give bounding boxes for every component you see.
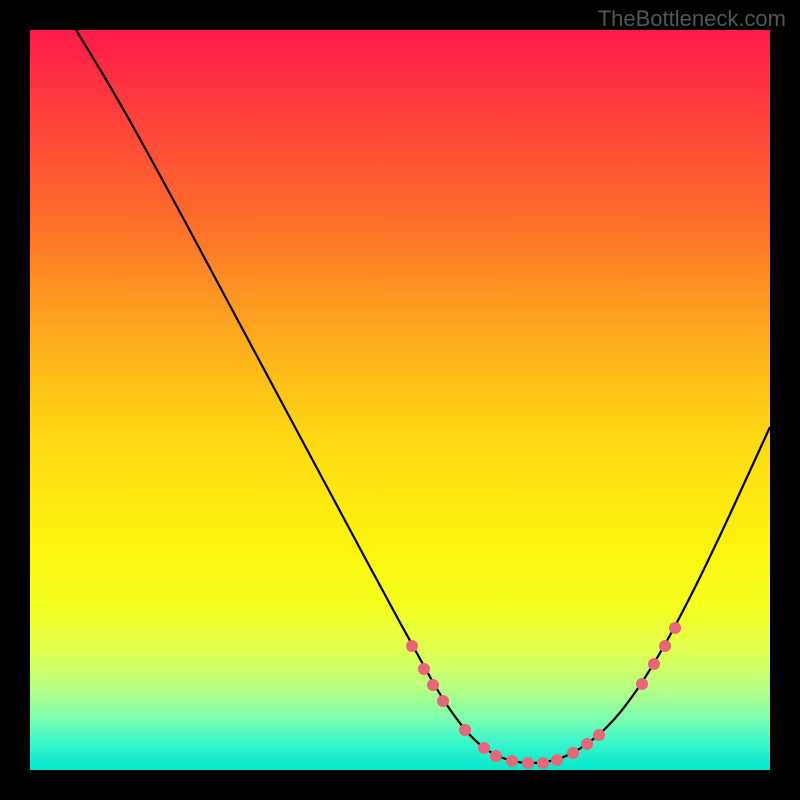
chart-container: TheBottleneck.com xyxy=(0,0,800,800)
chart-svg xyxy=(30,30,770,770)
data-marker xyxy=(581,738,593,750)
data-marker xyxy=(593,729,605,741)
data-marker xyxy=(659,640,671,652)
data-marker xyxy=(669,622,681,634)
data-marker xyxy=(437,695,449,707)
data-marker xyxy=(522,757,534,769)
plot-area xyxy=(30,30,770,770)
data-marker xyxy=(418,663,430,675)
data-marker xyxy=(506,755,518,767)
data-marker xyxy=(459,724,471,736)
data-marker xyxy=(648,658,660,670)
data-marker xyxy=(427,679,439,691)
data-marker xyxy=(636,678,648,690)
data-marker xyxy=(537,757,549,769)
data-marker xyxy=(478,742,490,754)
data-marker xyxy=(567,747,579,759)
data-marker xyxy=(490,750,502,762)
data-marker xyxy=(551,754,563,766)
data-marker xyxy=(406,640,418,652)
watermark-text: TheBottleneck.com xyxy=(598,6,786,32)
